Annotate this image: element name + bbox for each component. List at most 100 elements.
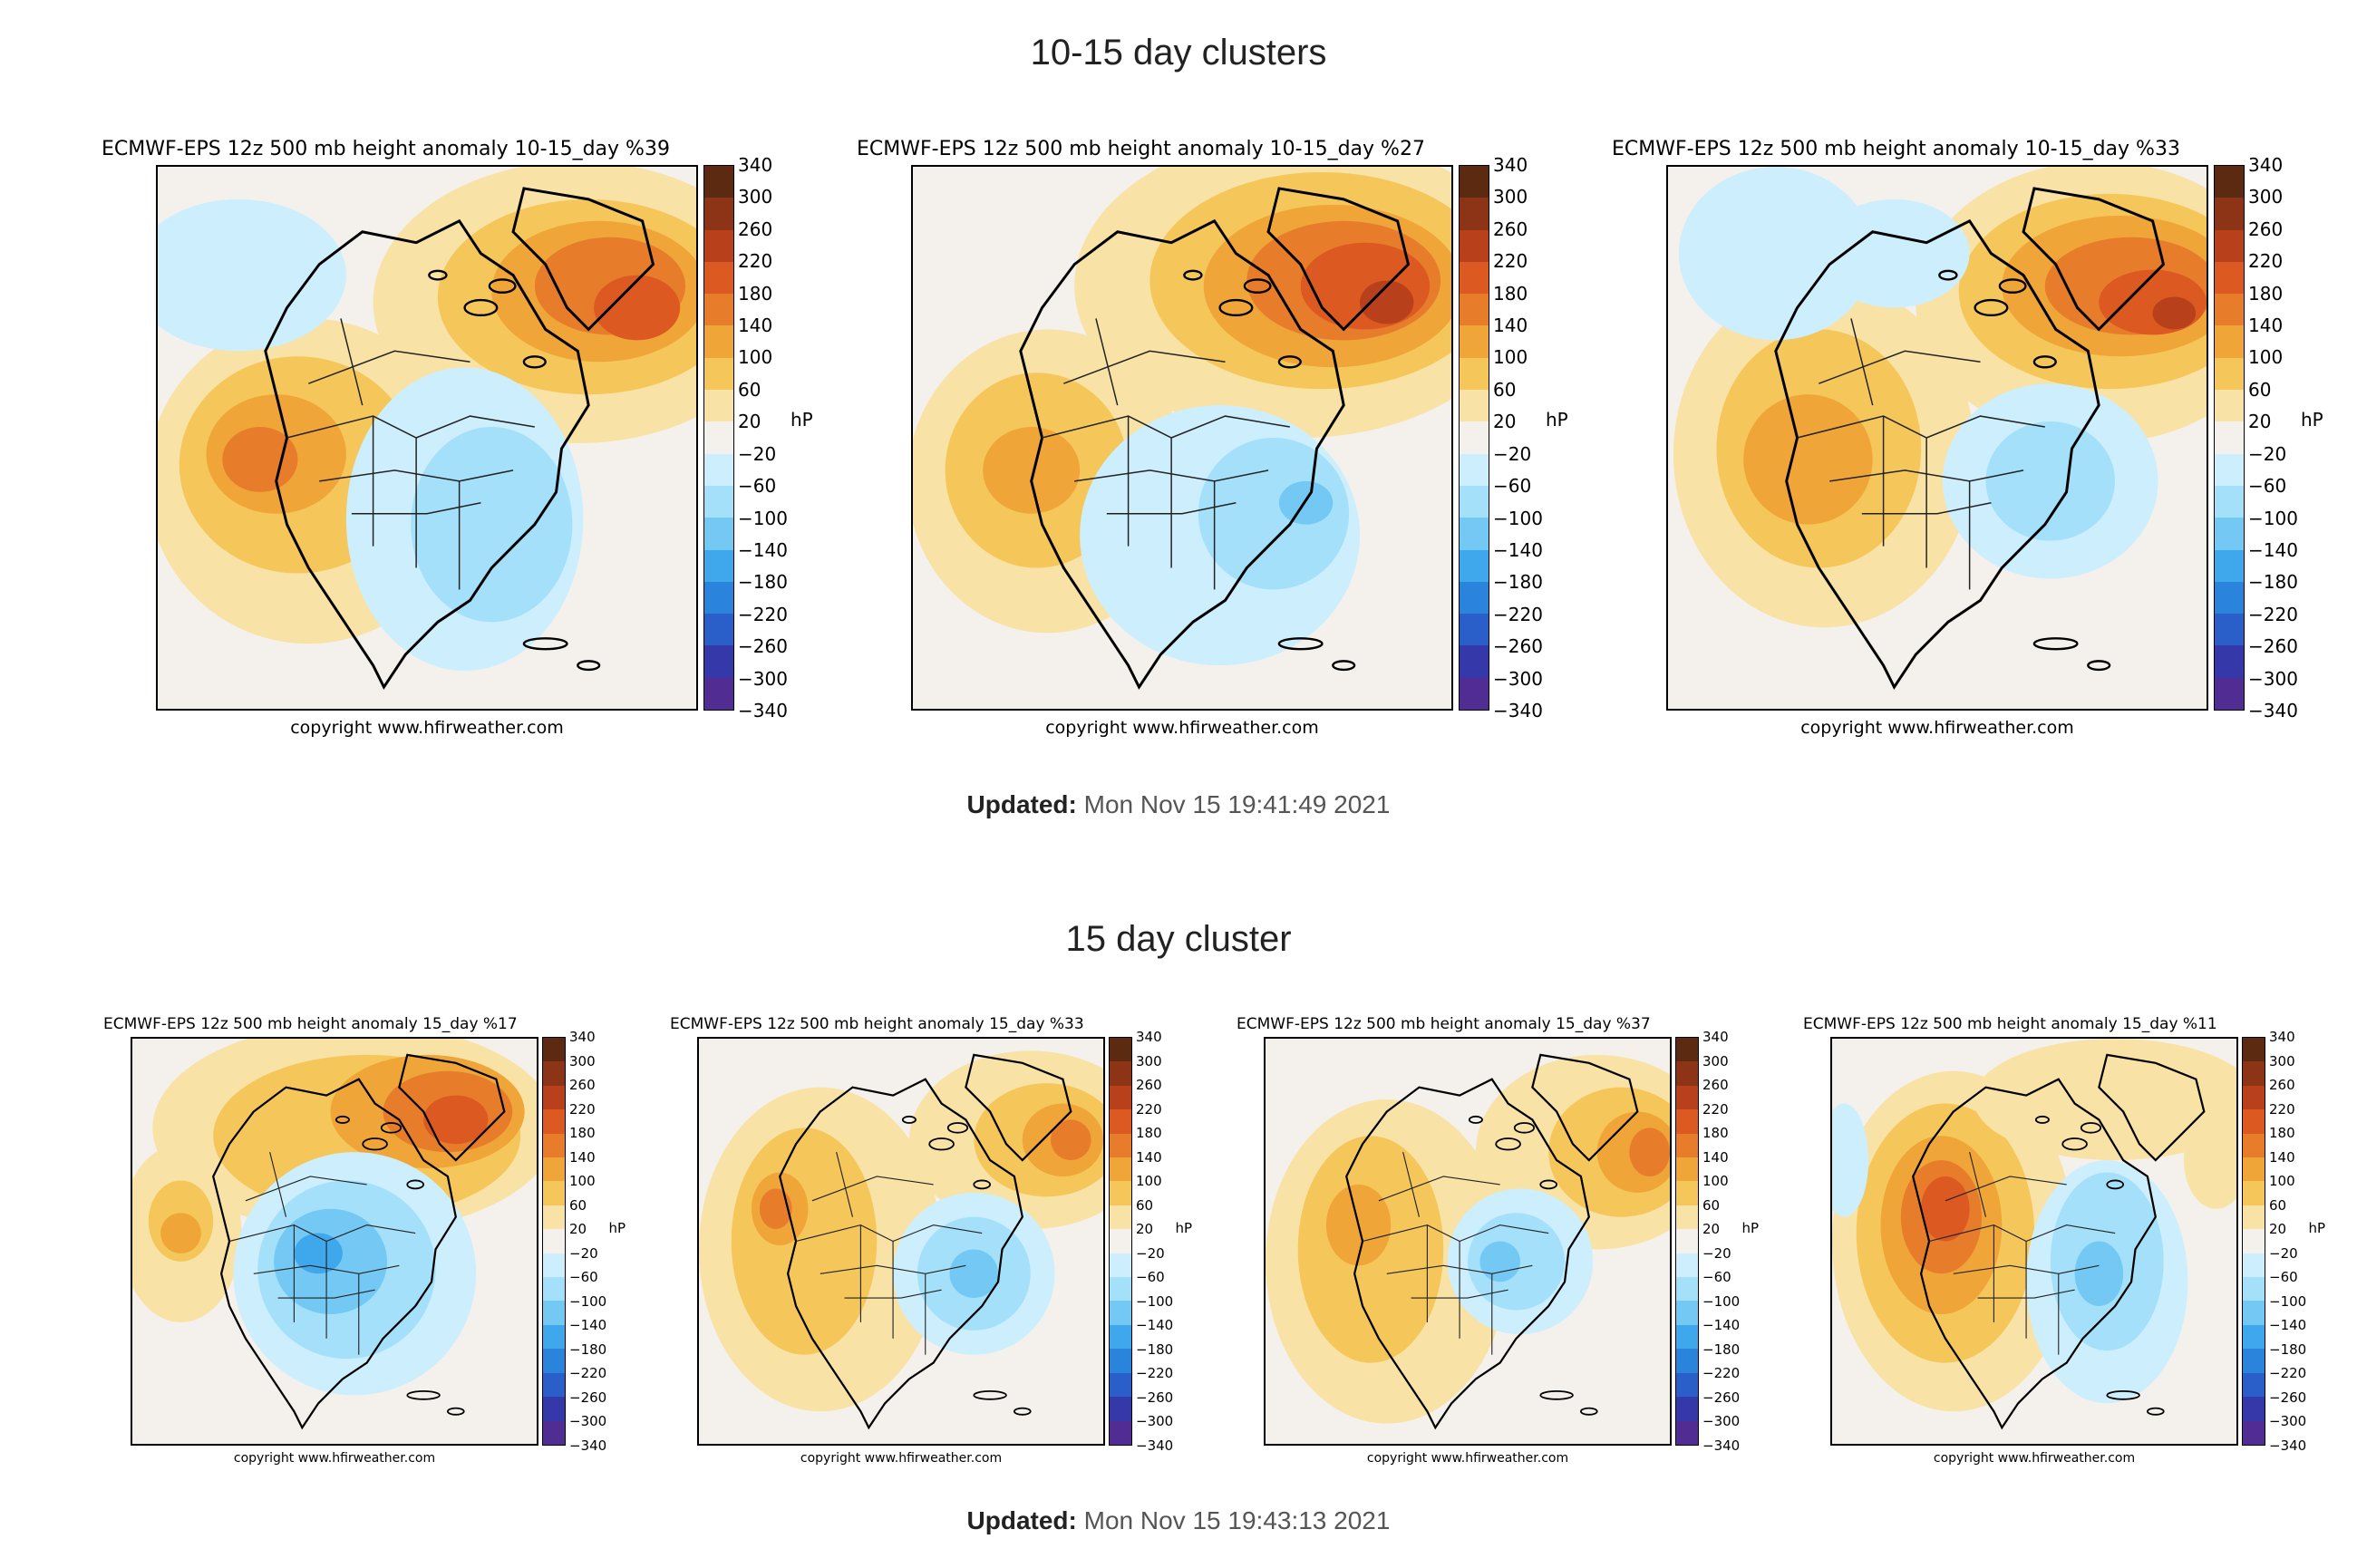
island-coastline <box>1332 660 1356 672</box>
colorbar-swatch <box>1676 1181 1698 1205</box>
colorbar-swatch <box>1676 1038 1698 1062</box>
colorbar-tick-label: 180 <box>2269 1125 2295 1142</box>
map-title: ECMWF-EPS 12z 500 mb height anomaly 15_d… <box>103 1015 518 1033</box>
colorbar-tick-label: 140 <box>1702 1148 1729 1166</box>
colorbar-tick-label: −140 <box>1136 1317 1174 1334</box>
colorbar-tick-label: 140 <box>2269 1148 2295 1166</box>
colorbar-swatch <box>704 357 733 391</box>
colorbar-tick-label: 20 <box>569 1221 587 1238</box>
colorbar-tick-label: −100 <box>1136 1292 1174 1310</box>
colorbar-swatch <box>1460 581 1489 615</box>
colorbar-swatch <box>2215 166 2244 198</box>
colorbar-tick-label: −340 <box>738 700 788 721</box>
island-coastline <box>1938 269 1958 281</box>
anomaly-contour <box>1278 480 1334 525</box>
colorbar-tick-label: −100 <box>2248 507 2298 529</box>
island-coastline <box>380 1122 403 1134</box>
colorbar-tick-label: −220 <box>738 603 788 625</box>
colorbar-tick-label: 180 <box>738 282 773 305</box>
colorbar-tick-label: −60 <box>2269 1269 2298 1286</box>
colorbar-tick-label: −140 <box>2269 1317 2307 1334</box>
colorbar-swatch <box>2243 1181 2265 1205</box>
greenland-coastline <box>2022 187 2166 332</box>
colorbar-tick-label: 340 <box>1702 1029 1729 1045</box>
state-border <box>1850 318 1874 406</box>
colorbar-tick-label: −340 <box>2269 1437 2307 1454</box>
colorbar-tick-label: 60 <box>1136 1196 1154 1214</box>
colorbar-tick-label: 340 <box>1136 1029 1162 1045</box>
island-coastline <box>2106 1179 2125 1190</box>
anomaly-contour <box>949 1249 999 1299</box>
state-border <box>1829 469 2024 482</box>
colorbar-tick-label: −140 <box>569 1317 607 1334</box>
colorbar-swatch <box>1460 166 1489 198</box>
island-coastline <box>522 637 568 651</box>
colorbar-swatch <box>1110 1205 1131 1230</box>
updated-label: Updated: <box>966 1506 1077 1534</box>
island-coastline <box>973 1389 1007 1400</box>
colorbar-swatch <box>2243 1205 2265 1230</box>
colorbar-tick-label: −340 <box>569 1437 607 1454</box>
colorbar-tick-label: −340 <box>1136 1437 1174 1454</box>
colorbar-tick-label: 20 <box>2269 1221 2287 1238</box>
colorbar-swatch <box>704 677 733 711</box>
colorbar <box>2242 1037 2265 1446</box>
colorbar-tick-label: −300 <box>1136 1413 1174 1430</box>
colorbar-tick-label: 140 <box>1136 1148 1162 1166</box>
state-border <box>319 469 514 482</box>
colorbar-unit-label: hP <box>2301 409 2323 431</box>
colorbar-tick-label: 260 <box>2269 1077 2295 1094</box>
map-title: ECMWF-EPS 12z 500 mb height anomaly 15_d… <box>1803 1015 2217 1033</box>
colorbar-swatch <box>543 1181 565 1205</box>
colorbar-swatch <box>543 1229 565 1253</box>
colorbar-tick-label: 220 <box>2269 1100 2295 1118</box>
anomaly-contour <box>1051 1119 1091 1161</box>
colorbar-tick-label: −340 <box>1702 1437 1741 1454</box>
map-title: ECMWF-EPS 12z 500 mb height anomaly 10-1… <box>102 138 670 160</box>
colorbar <box>703 165 734 711</box>
colorbar-tick-label: 20 <box>2248 411 2272 433</box>
colorbar-unit-label: hP <box>608 1219 626 1236</box>
colorbar-tick-label: −100 <box>2269 1292 2307 1310</box>
anomaly-contour <box>411 427 573 623</box>
colorbar-tick-label: −100 <box>569 1292 607 1310</box>
colorbar-tick-label: −20 <box>1493 442 1532 465</box>
island-coastline <box>2061 1137 2088 1151</box>
anomaly-contour <box>2074 1241 2124 1307</box>
updated-timestamp: Mon Nov 15 19:43:13 2021 <box>1083 1506 1391 1534</box>
colorbar-swatch <box>2243 1038 2265 1062</box>
anomaly-map <box>1830 1037 2238 1446</box>
state-border <box>1074 469 1269 482</box>
colorbar-swatch <box>2215 518 2244 550</box>
anomaly-map-graphic <box>1832 1039 2236 1444</box>
island-coastline <box>1495 1137 1521 1151</box>
anomaly-contour <box>2152 296 2197 330</box>
colorbar-swatch <box>704 614 733 646</box>
colorbar-swatch <box>1676 1277 1698 1302</box>
colorbar-tick-label: 260 <box>2248 218 2284 240</box>
colorbar-swatch <box>1676 1301 1698 1325</box>
colorbar-tick-label: −100 <box>1493 507 1543 529</box>
colorbar-swatch <box>2215 229 2244 262</box>
colorbar-swatch <box>1110 1420 1131 1445</box>
colorbar-swatch <box>2215 294 2244 326</box>
colorbar-swatch <box>2215 325 2244 358</box>
colorbar-tick-label: 300 <box>2248 186 2284 208</box>
colorbar-swatch <box>1110 1277 1131 1302</box>
map-title: ECMWF-EPS 12z 500 mb height anomaly 15_d… <box>1237 1015 1651 1033</box>
anomaly-contour <box>1921 1176 1970 1242</box>
anomaly-contour <box>759 1188 792 1230</box>
island-coastline <box>1579 1407 1598 1416</box>
colorbar-swatch <box>1676 1205 1698 1230</box>
anomaly-contour <box>1629 1128 1670 1176</box>
colorbar-swatch <box>2215 677 2244 711</box>
coastline <box>1912 1078 2157 1430</box>
colorbar-tick-label: 180 <box>1136 1125 1162 1142</box>
colorbar-swatch <box>543 1253 565 1278</box>
colorbar-tick-label: 100 <box>1136 1173 1162 1190</box>
colorbar-swatch <box>704 198 733 230</box>
island-coastline <box>335 1115 350 1124</box>
anomaly-map-graphic <box>1668 167 2207 709</box>
colorbar-tick-label: 340 <box>2248 154 2284 176</box>
colorbar-swatch <box>2215 198 2244 230</box>
